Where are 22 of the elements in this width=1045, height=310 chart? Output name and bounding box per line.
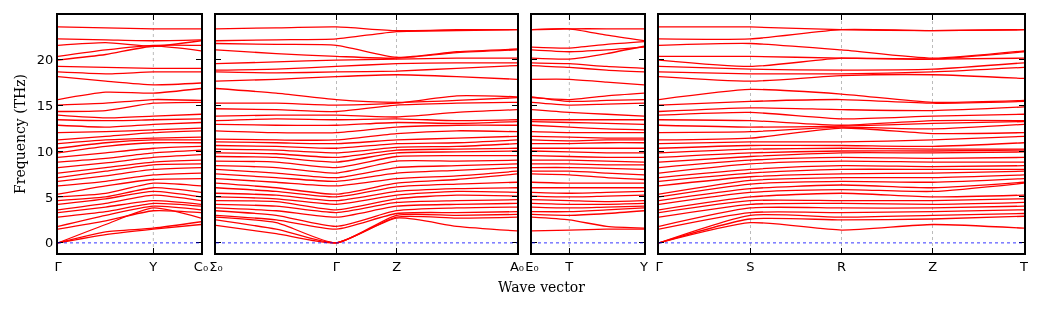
y-tick-label: 10 (36, 143, 54, 159)
y-tick-label: 5 (45, 189, 54, 205)
x-tick-label: Γ (332, 258, 341, 274)
x-tick-label: C₀ (193, 258, 209, 274)
y-tick-label: 15 (36, 97, 54, 113)
x-axis-title: Wave vector (498, 279, 586, 295)
y-tick-label: 0 (45, 235, 54, 251)
x-tick-label: S (746, 258, 755, 274)
x-tick-label: T (564, 258, 574, 274)
x-tick-label: Y (148, 258, 158, 274)
x-tick-label: A₀ (509, 258, 525, 274)
x-tick-label: T (1019, 258, 1029, 274)
x-tick-label: Z (392, 258, 402, 274)
x-tick-label: E₀ (525, 258, 539, 274)
x-tick-label: Z (928, 258, 938, 274)
y-tick-label: 20 (36, 51, 54, 67)
x-tick-label: Σ₀ (209, 258, 223, 274)
x-tick-label: R (836, 258, 847, 274)
y-axis-title: Frequency (THz) (11, 73, 28, 195)
x-tick-label: Γ (54, 258, 63, 274)
x-tick-label: Γ (655, 258, 664, 274)
x-tick-label: Y (639, 258, 649, 274)
